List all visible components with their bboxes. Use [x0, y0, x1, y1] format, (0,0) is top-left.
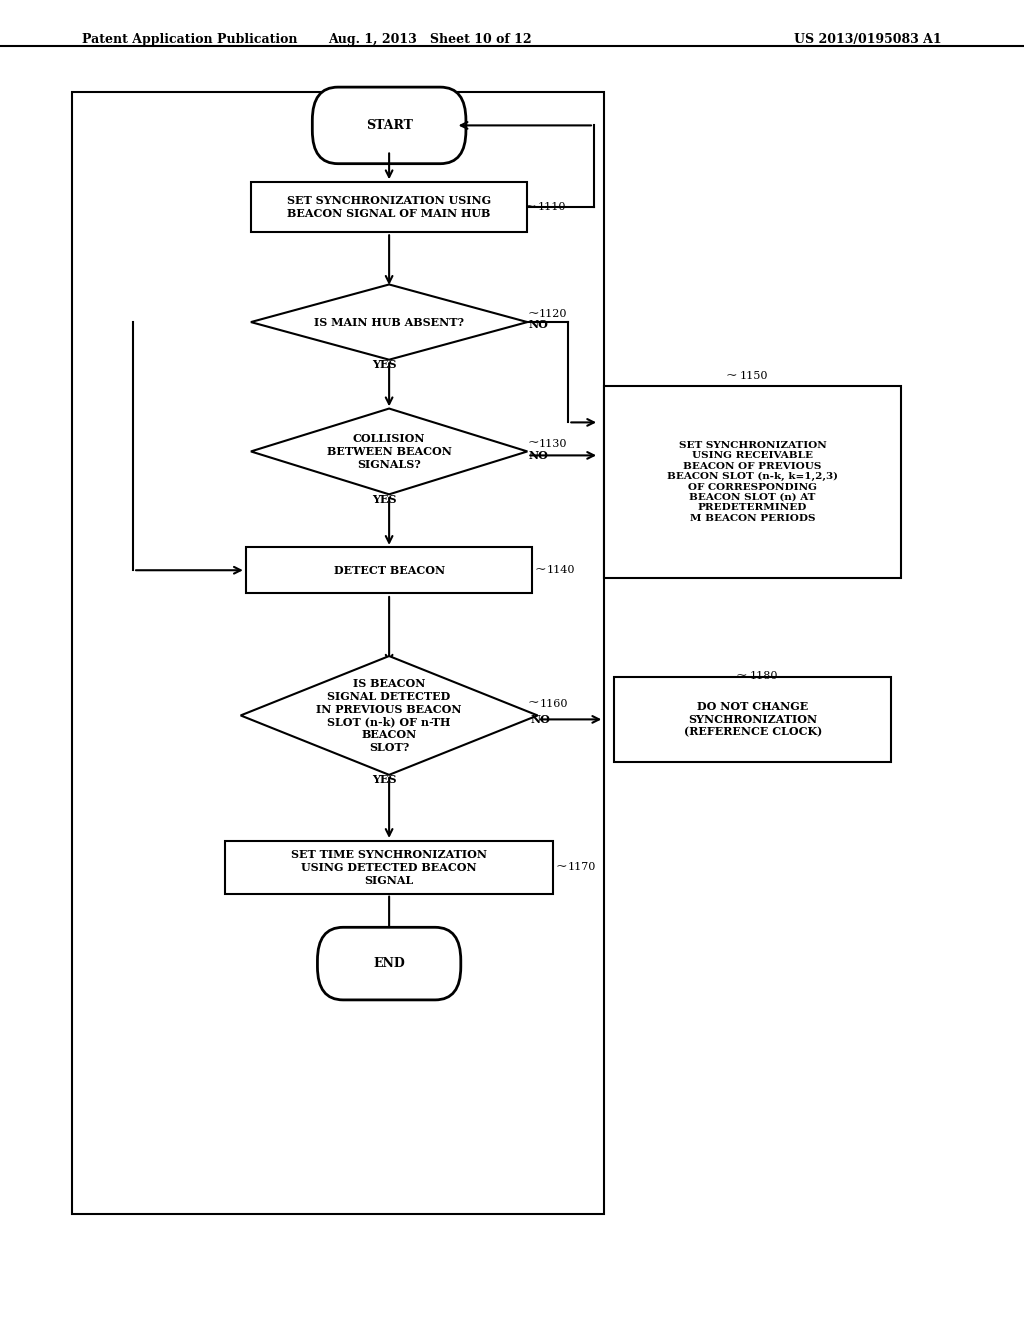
Text: 1140: 1140	[547, 565, 575, 576]
Text: 1120: 1120	[539, 309, 567, 319]
Text: IS BEACON
SIGNAL DETECTED
IN PREVIOUS BEACON
SLOT (n-k) OF n-TH
BEACON
SLOT?: IS BEACON SIGNAL DETECTED IN PREVIOUS BE…	[316, 678, 462, 752]
Text: DO NOT CHANGE
SYNCHRONIZATION
(REFERENCE CLOCK): DO NOT CHANGE SYNCHRONIZATION (REFERENCE…	[683, 701, 822, 738]
Text: 1160: 1160	[540, 698, 568, 709]
FancyBboxPatch shape	[604, 385, 901, 578]
Text: ~: ~	[555, 861, 566, 874]
Text: DETECT BEACON: DETECT BEACON	[334, 565, 444, 576]
Text: ~: ~	[527, 308, 539, 321]
Text: ~: ~	[726, 370, 737, 383]
Text: Aug. 1, 2013   Sheet 10 of 12: Aug. 1, 2013 Sheet 10 of 12	[329, 33, 531, 46]
Text: YES: YES	[372, 774, 396, 784]
Polygon shape	[251, 409, 527, 494]
FancyBboxPatch shape	[312, 87, 466, 164]
Text: SET SYNCHRONIZATION
USING RECEIVABLE
BEACON OF PREVIOUS
BEACON SLOT (n-k, k=1,2,: SET SYNCHRONIZATION USING RECEIVABLE BEA…	[668, 441, 838, 523]
FancyBboxPatch shape	[317, 927, 461, 1001]
Text: 1110: 1110	[538, 202, 566, 213]
Text: ~: ~	[527, 697, 539, 710]
FancyBboxPatch shape	[225, 841, 553, 894]
Text: NO: NO	[528, 319, 548, 330]
Text: FIG. 11: FIG. 11	[352, 90, 426, 108]
Text: SET TIME SYNCHRONIZATION
USING DETECTED BEACON
SIGNAL: SET TIME SYNCHRONIZATION USING DETECTED …	[291, 849, 487, 886]
FancyBboxPatch shape	[251, 182, 527, 232]
Text: ~: ~	[736, 669, 748, 682]
Text: YES: YES	[372, 359, 396, 370]
Text: IS MAIN HUB ABSENT?: IS MAIN HUB ABSENT?	[314, 317, 464, 327]
Text: YES: YES	[372, 494, 396, 504]
Text: ~: ~	[524, 201, 536, 214]
Text: US 2013/0195083 A1: US 2013/0195083 A1	[795, 33, 942, 46]
Text: ~: ~	[535, 564, 546, 577]
Text: Patent Application Publication: Patent Application Publication	[82, 33, 297, 46]
Polygon shape	[251, 285, 527, 359]
FancyBboxPatch shape	[614, 676, 891, 763]
Text: 1150: 1150	[739, 371, 768, 381]
Text: NO: NO	[530, 714, 550, 725]
Text: ~: ~	[527, 437, 539, 450]
Polygon shape	[241, 656, 538, 775]
Text: 1130: 1130	[539, 438, 567, 449]
Text: 1170: 1170	[567, 862, 596, 873]
Text: END: END	[373, 957, 406, 970]
Text: SET SYNCHRONIZATION USING
BEACON SIGNAL OF MAIN HUB: SET SYNCHRONIZATION USING BEACON SIGNAL …	[287, 195, 492, 219]
Text: 1180: 1180	[750, 671, 778, 681]
Text: START: START	[366, 119, 413, 132]
FancyBboxPatch shape	[246, 546, 532, 594]
Text: COLLISION
BETWEEN BEACON
SIGNALS?: COLLISION BETWEEN BEACON SIGNALS?	[327, 433, 452, 470]
Text: NO: NO	[528, 450, 548, 461]
